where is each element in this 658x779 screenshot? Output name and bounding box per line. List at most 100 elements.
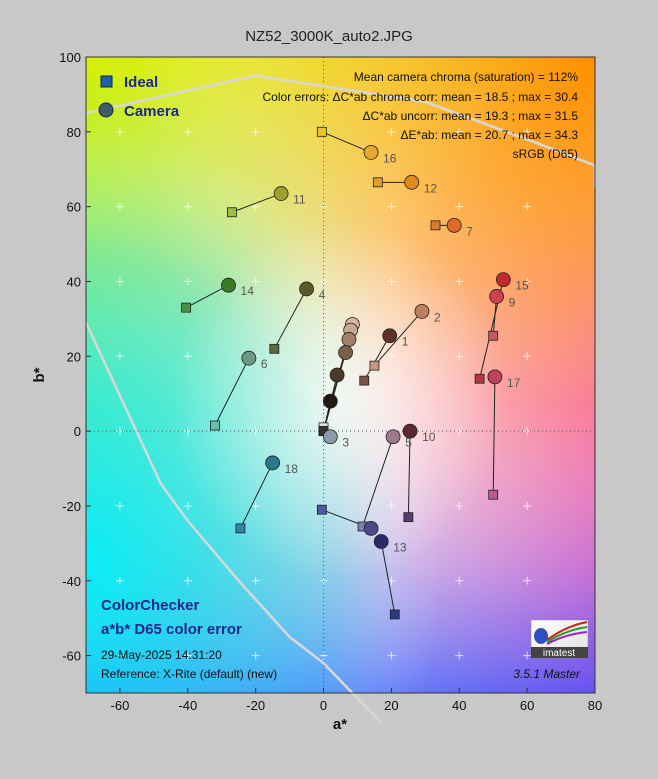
y-axis-label: b* (31, 367, 48, 382)
gamut-outline-lower (84, 322, 383, 724)
camera-marker-22 (338, 345, 353, 360)
y-tick-label: 40 (67, 274, 81, 289)
x-tick-label: 0 (320, 698, 327, 713)
grid-cross (523, 651, 532, 660)
patch-label-13: 13 (393, 540, 407, 554)
imatest-logo: imatest (530, 619, 589, 659)
grid-cross (115, 277, 124, 286)
x-tick-label: -40 (178, 698, 197, 713)
info-line-chroma: Mean camera chroma (saturation) = 112% (354, 70, 579, 84)
grid-cross (455, 427, 464, 436)
annotation-title: ColorChecker (101, 597, 200, 614)
patch-label-4: 4 (319, 288, 326, 302)
camera-marker-13 (373, 534, 389, 549)
ideal-marker-14 (181, 302, 192, 313)
error-line-13 (380, 541, 396, 615)
camera-marker-2 (414, 303, 430, 319)
grid-cross (251, 651, 260, 660)
x-tick-label: 40 (452, 698, 466, 713)
info-line-colorspace: sRGB (D65) (513, 147, 578, 161)
info-line-dc-corr: Color errors: ΔC*ab chroma corr: mean = … (263, 90, 579, 104)
legend-camera-marker (98, 102, 114, 118)
ideal-marker-1 (359, 375, 370, 386)
error-line-14 (185, 284, 229, 309)
grid-cross (183, 501, 192, 510)
chart-title: NZ52_3000K_auto2.JPG (245, 28, 413, 45)
patch-label-7: 7 (466, 224, 473, 238)
ideal-marker-15 (474, 373, 485, 384)
ideal-marker-12 (372, 177, 383, 188)
camera-marker-4 (299, 281, 314, 297)
legend: Ideal Camera (98, 74, 180, 120)
grid-cross (455, 127, 464, 136)
grid-cross (251, 501, 260, 510)
patch-label-14: 14 (241, 284, 255, 298)
annotation-reference: Reference: X-Rite (default) (new) (101, 667, 277, 681)
patch-label-11: 11 (293, 193, 306, 207)
grid-cross (319, 651, 328, 660)
grid-cross (251, 202, 260, 211)
error-line-18 (239, 462, 274, 529)
camera-marker-1 (382, 328, 398, 344)
ideal-marker-18 (235, 523, 246, 534)
camera-marker-10 (402, 423, 418, 439)
grid-cross (115, 501, 124, 510)
patch-label-17: 17 (507, 376, 521, 390)
info-line-de: ΔE*ab: mean = 20.7 ; max = 34.3 (401, 128, 579, 142)
patch-label-10: 10 (422, 430, 436, 444)
grid-cross (387, 352, 396, 361)
patch-label-18: 18 (285, 462, 299, 476)
ideal-marker-8 (316, 504, 327, 515)
camera-marker-23 (329, 367, 345, 383)
x-tick-label: 60 (520, 698, 534, 713)
ideal-marker-16 (316, 126, 327, 137)
grid-cross (251, 127, 260, 136)
grid-cross (523, 127, 532, 136)
x-tick-label: -20 (246, 698, 265, 713)
error-line-1 (363, 335, 391, 381)
ideal-marker-2 (369, 360, 380, 371)
camera-markers (221, 144, 511, 549)
grid-cross (387, 501, 396, 510)
logo-text: imatest (543, 648, 575, 659)
grid-cross (523, 352, 532, 361)
info-block: Mean camera chroma (saturation) = 112% C… (263, 70, 579, 161)
y-tick-label: -40 (62, 574, 81, 589)
x-tick-label: -60 (111, 698, 130, 713)
grid-cross (115, 352, 124, 361)
error-line-16 (321, 131, 372, 153)
grid-cross (387, 127, 396, 136)
logo-spectrum-2 (546, 626, 588, 643)
grid-cross (115, 202, 124, 211)
patch-label-1: 1 (402, 335, 409, 349)
logo-spectrum-3 (546, 631, 588, 645)
camera-marker-16 (363, 144, 379, 160)
error-line-2 (374, 311, 423, 366)
patch-label-6: 6 (261, 357, 268, 371)
grid-cross (455, 277, 464, 286)
grid-cross (387, 277, 396, 286)
error-line-17 (492, 376, 496, 495)
camera-marker-9 (489, 289, 504, 304)
grid-cross (455, 501, 464, 510)
grid-cross (183, 127, 192, 136)
camera-marker-3 (322, 429, 338, 445)
logo-spectrum-1 (546, 621, 588, 641)
y-tick-label: 0 (74, 424, 81, 439)
ideal-markers (181, 126, 499, 620)
annotation-block: ColorChecker a*b* D65 color error 29-May… (101, 597, 581, 681)
grid-cross (183, 202, 192, 211)
grid-cross (319, 576, 328, 585)
ideal-marker-4 (269, 343, 280, 354)
camera-marker-18 (265, 455, 281, 471)
ideal-marker-11 (227, 207, 237, 218)
version-label: 3.5.1 Master (513, 667, 581, 681)
x-axis-label: a* (333, 716, 347, 733)
x-tick-label: 80 (588, 698, 602, 713)
camera-marker-21 (341, 332, 357, 347)
ideal-marker-17 (488, 489, 499, 500)
grid-cross (523, 202, 532, 211)
camera-marker-12 (404, 174, 420, 190)
